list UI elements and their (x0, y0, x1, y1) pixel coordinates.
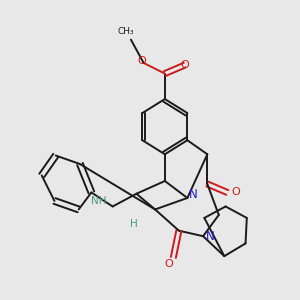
Text: CH₃: CH₃ (118, 28, 134, 37)
Text: N: N (206, 230, 215, 243)
Text: O: O (180, 60, 189, 70)
Text: O: O (165, 259, 173, 269)
Text: NH: NH (91, 196, 107, 206)
Text: O: O (231, 188, 240, 197)
Text: N: N (189, 188, 198, 201)
Text: O: O (137, 56, 146, 66)
Text: H: H (130, 219, 138, 229)
